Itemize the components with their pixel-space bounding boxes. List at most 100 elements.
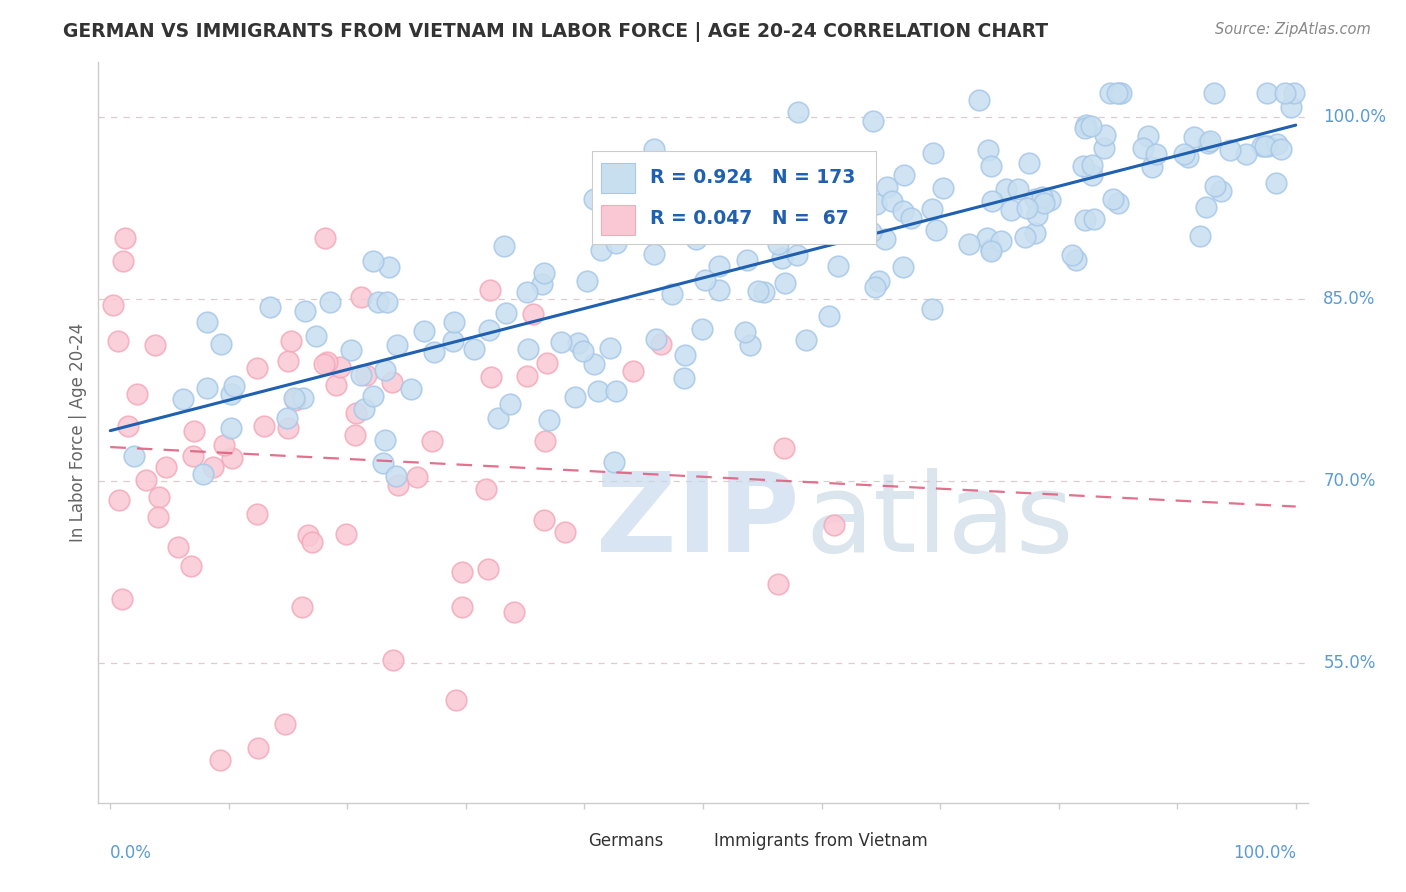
Point [219,386,242,401]
Point [492,239,515,253]
Point [420,434,443,448]
Point [1060,248,1083,262]
Point [786,104,808,119]
Point [605,236,627,251]
Point [516,342,538,356]
Point [111,592,134,607]
Point [495,305,517,319]
Point [1109,86,1132,100]
Point [747,284,769,298]
Point [1000,203,1022,218]
Point [537,413,560,427]
Point [375,294,398,309]
Point [350,289,373,303]
Point [451,565,474,579]
Point [361,254,384,268]
Text: Germans: Germans [588,831,664,849]
Point [1195,200,1218,214]
Point [274,717,297,731]
Point [530,277,553,292]
Point [773,442,796,456]
Point [980,244,1002,258]
Point [284,392,307,407]
Point [1083,211,1105,226]
Point [865,279,887,293]
Point [643,142,665,156]
Point [112,253,135,268]
Point [301,535,323,549]
Point [827,259,849,273]
Point [582,192,605,206]
Point [340,343,363,357]
Point [921,146,943,161]
Point [554,524,576,539]
Point [900,211,922,226]
Text: R = 0.047   N =  67: R = 0.047 N = 67 [650,210,849,228]
Point [183,424,205,438]
Point [499,397,522,411]
Point [1107,195,1129,210]
Point [353,402,375,417]
Point [374,363,396,377]
Point [1099,86,1122,100]
Point [246,507,269,521]
Point [1081,168,1104,182]
Text: Immigrants from Vietnam: Immigrants from Vietnam [714,831,928,849]
Point [1144,147,1167,161]
Point [1101,192,1123,206]
Point [1251,139,1274,153]
Point [921,301,943,316]
Point [707,283,730,297]
Text: 55.0%: 55.0% [1323,654,1375,673]
Text: 100.0%: 100.0% [1323,108,1386,126]
Y-axis label: In Labor Force | Age 20-24: In Labor Force | Age 20-24 [69,323,87,542]
Point [474,482,496,496]
Point [673,348,696,362]
Point [921,202,943,216]
Point [371,456,394,470]
Point [122,450,145,464]
Point [209,336,232,351]
Point [441,334,464,349]
Point [1137,129,1160,144]
Point [880,194,903,208]
Point [486,411,509,425]
Point [1140,160,1163,174]
Point [148,490,170,504]
Point [1081,158,1104,172]
Point [195,315,218,329]
Point [1017,202,1039,216]
Point [114,231,136,245]
Point [1007,182,1029,196]
Point [1198,134,1220,148]
Point [706,193,728,207]
Point [582,357,605,371]
Text: GERMAN VS IMMIGRANTS FROM VIETNAM IN LABOR FORCE | AGE 20-24 CORRELATION CHART: GERMAN VS IMMIGRANTS FROM VIETNAM IN LAB… [63,22,1049,42]
Text: Source: ZipAtlas.com: Source: ZipAtlas.com [1215,22,1371,37]
Point [737,252,759,267]
Point [645,332,668,346]
Point [1197,136,1219,150]
Point [1031,190,1053,204]
Point [246,361,269,376]
Point [672,371,695,385]
Point [316,355,339,369]
Point [1182,130,1205,145]
Point [444,692,467,706]
Point [980,159,1002,173]
Point [117,418,139,433]
Point [860,225,883,239]
Point [770,252,793,266]
Point [995,182,1018,196]
Point [586,384,609,399]
Point [1204,178,1226,193]
Point [422,345,444,359]
Point [868,274,890,288]
Point [1282,86,1305,100]
Point [685,232,707,246]
Point [221,450,243,465]
Point [367,295,389,310]
Point [533,266,555,280]
Point [766,576,789,591]
Point [145,338,167,352]
